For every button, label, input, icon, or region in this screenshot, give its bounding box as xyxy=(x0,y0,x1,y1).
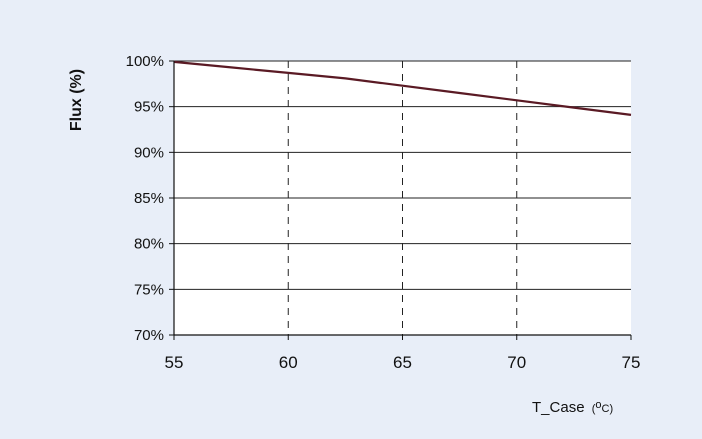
y-tick-label-90: 90% xyxy=(134,144,164,161)
series-layer xyxy=(173,60,632,116)
x-axis-title-sub: _Case xyxy=(540,399,584,416)
x-tick-label-55: 55 xyxy=(165,353,184,372)
y-tick-label-75: 75% xyxy=(134,281,164,298)
y-tick-label-70: 70% xyxy=(134,327,164,344)
x-axis-title: T_Case (oC) xyxy=(532,399,613,416)
y-tick-label-80: 80% xyxy=(134,236,164,253)
series-line-0 xyxy=(173,60,632,116)
y-tick-label-95: 95% xyxy=(134,99,164,116)
x-tick-label-75: 75 xyxy=(622,353,641,372)
grid xyxy=(174,60,631,335)
x-axis-unit-rest: C) xyxy=(602,403,614,415)
x-tick-label-60: 60 xyxy=(279,353,298,372)
x-tick-label-70: 70 xyxy=(507,353,526,372)
y-axis-title: Flux (%) xyxy=(68,69,85,131)
x-axis-unit-open: ( xyxy=(592,403,596,415)
y-tick-label-85: 85% xyxy=(134,190,164,207)
tick-labels: 70% 75% 80% 85% 90% 95% 100% 55 60 65 70 75 xyxy=(126,53,641,372)
x-axis-unit-degree: o xyxy=(595,399,601,411)
x-axis-title-main: T xyxy=(532,399,541,416)
y-tick-label-100: 100% xyxy=(126,53,164,70)
x-tick-label-65: 65 xyxy=(393,353,412,372)
